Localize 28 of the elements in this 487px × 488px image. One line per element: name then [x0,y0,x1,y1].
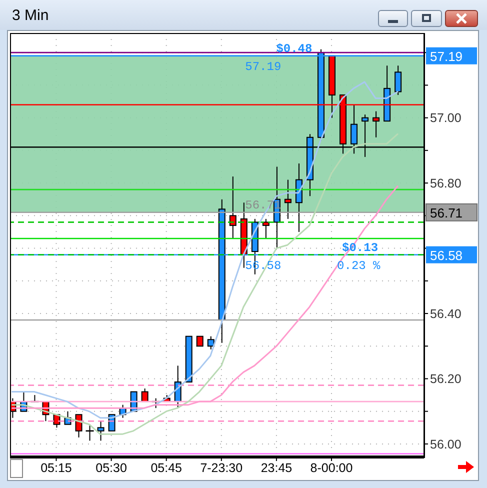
candlestick [394,65,402,96]
candlestick [284,179,292,220]
ref-line-label: 56.71 [430,205,463,220]
y-tick-label: 56.20 [430,372,462,386]
x-tick-label: 7-23:30 [200,460,243,475]
candlestick [262,218,270,239]
y-tick-label: 57.00 [430,111,462,126]
x-tick-label: 23:45 [260,460,292,475]
y-tick-label: 56.00 [430,437,462,452]
ref-line-label: 57.19 [430,48,463,64]
chart-title: 3 Min [12,7,49,24]
annotation: 57.19 [245,60,282,74]
candlestick [97,420,104,442]
candlestick [196,336,204,347]
x-tick-label: 05:15 [40,460,72,475]
candlestick [372,110,380,138]
candlestick [229,176,236,239]
y-tick-label: 56.80 [430,176,462,190]
annotation: $0.13 [342,240,378,255]
x-tick-label: 05:30 [96,460,127,475]
candlestick [75,414,82,438]
line-series [11,133,398,435]
ref-line-label: 56.58 [430,248,463,263]
x-tick-label: 8-00:00 [310,460,353,475]
y-tick-label: 56.40 [430,306,462,321]
x-tick-label: 05:45 [150,460,182,475]
annotation: 0.23 % [337,258,382,273]
candlestick [207,336,214,350]
